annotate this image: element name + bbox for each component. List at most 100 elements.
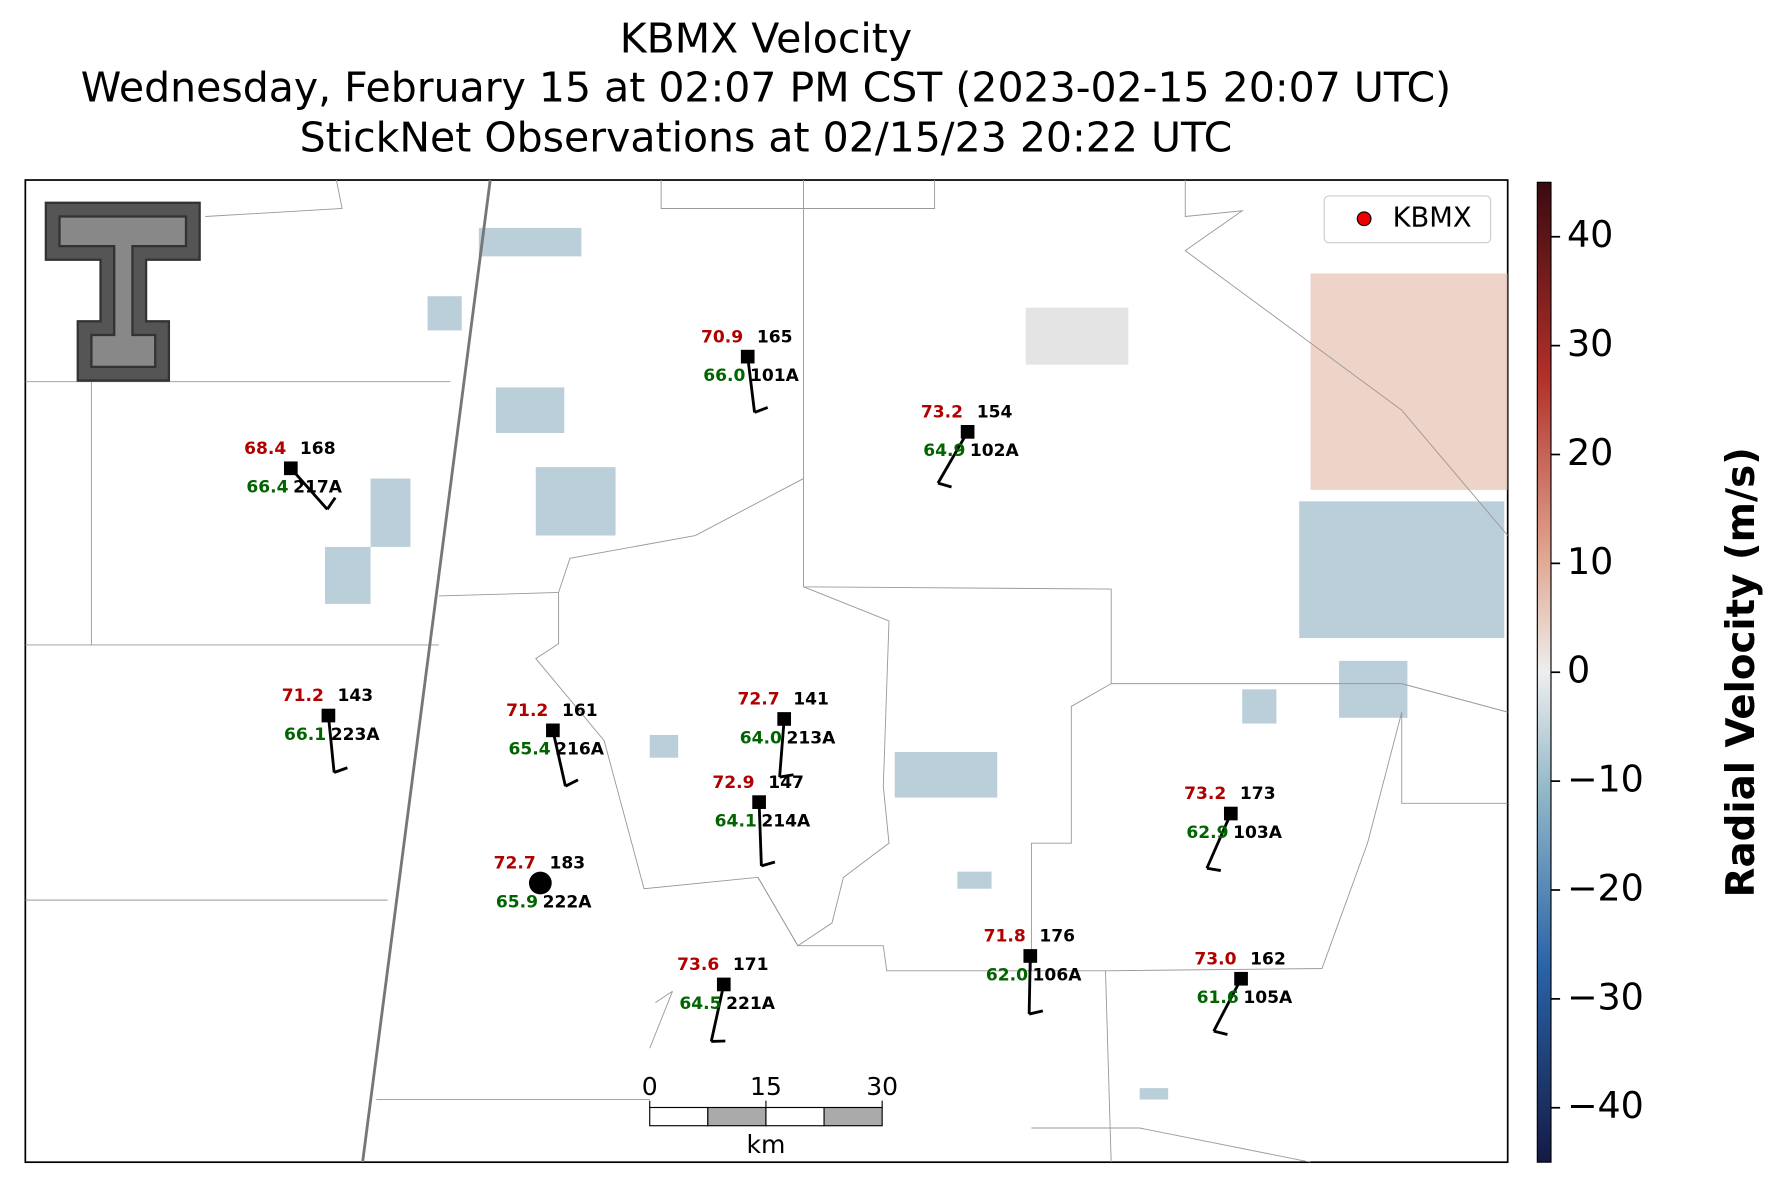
dewpoint: 64.9	[923, 441, 965, 461]
scale-segment	[707, 1106, 767, 1127]
station-number: 161	[562, 701, 598, 721]
wind-barb	[746, 356, 756, 413]
station-id: 101A	[750, 366, 800, 386]
temperature: 71.2	[282, 686, 324, 706]
station-id: 214A	[761, 812, 811, 832]
wind-barb	[754, 406, 769, 414]
temperature: 73.0	[1194, 949, 1236, 969]
title-line: Wednesday, February 15 at 02:07 PM CST (…	[81, 63, 1451, 111]
dewpoint: 66.1	[284, 725, 326, 745]
scale-unit: km	[746, 1130, 785, 1159]
temperature: 72.7	[737, 690, 779, 710]
station-number: 154	[977, 402, 1013, 422]
station-marker	[321, 708, 336, 723]
wind-barb	[779, 773, 794, 779]
station-number: 183	[549, 854, 585, 874]
colorbar-tick-label: −40	[1567, 1084, 1644, 1127]
legend-label: KBMX	[1393, 202, 1472, 233]
wind-barb	[1205, 812, 1233, 869]
station-marker	[528, 871, 552, 895]
colorbar-tick-label: 10	[1567, 540, 1613, 583]
title-line: StickNet Observations at 02/15/23 20:22 …	[300, 114, 1233, 162]
colorbar-tick-label: 30	[1567, 322, 1613, 365]
dewpoint: 62.9	[1186, 823, 1228, 843]
wind-barb	[1028, 1009, 1044, 1016]
scale-segment	[765, 1106, 825, 1127]
dewpoint: 65.9	[496, 892, 538, 912]
dewpoint: 61.6	[1197, 988, 1239, 1008]
map-area: KBMX	[24, 179, 1509, 1164]
temperature: 72.7	[494, 854, 536, 874]
dewpoint: 66.4	[246, 478, 288, 498]
station-id: 217A	[293, 478, 343, 498]
station-number: 162	[1250, 949, 1286, 969]
wind-barb	[1206, 866, 1222, 872]
station-number: 141	[793, 690, 829, 710]
wind-barb	[333, 766, 348, 774]
station-marker	[546, 723, 560, 738]
legend: KBMX	[1323, 195, 1492, 244]
station-marker	[1234, 971, 1248, 986]
station-number: 165	[757, 327, 793, 347]
wind-barb	[326, 496, 337, 511]
temperature: 73.6	[677, 955, 719, 975]
dewpoint: 64.5	[679, 994, 721, 1014]
colorbar-tick-label: 20	[1567, 431, 1613, 474]
station-id: 223A	[331, 725, 381, 745]
scale-segment	[823, 1106, 883, 1127]
temperature: 71.8	[984, 927, 1026, 947]
station-id: 221A	[726, 994, 776, 1014]
station-number: 147	[768, 773, 804, 793]
scale-tick-label: 15	[750, 1072, 782, 1101]
colorbar: Radial Velocity (m/s) −40 −30 −20 −10 0 10 20 3…	[1536, 181, 1764, 1163]
temperature: 73.2	[1184, 784, 1226, 804]
temperature: 70.9	[701, 327, 743, 347]
logo	[44, 201, 201, 382]
station-id: 105A	[1243, 988, 1293, 1008]
station-id: 216A	[555, 740, 605, 760]
scale-bar: 0 15 30 km	[642, 1072, 898, 1159]
dewpoint: 65.4	[508, 740, 550, 760]
dewpoint: 66.0	[703, 366, 745, 386]
title-line: KBMX Velocity	[620, 14, 912, 62]
station-number: 143	[338, 686, 374, 706]
wind-barb	[326, 715, 336, 773]
station-number: 168	[300, 439, 336, 459]
scale-segment	[649, 1106, 709, 1127]
station-marker	[283, 461, 298, 476]
scale-tick-label: 30	[866, 1072, 898, 1101]
temperature: 73.2	[921, 402, 963, 422]
station-number: 171	[733, 955, 769, 975]
temperature: 68.4	[244, 439, 286, 459]
colorbar-label: Radial Velocity (m/s)	[1719, 447, 1764, 897]
station-id: 106A	[1033, 965, 1083, 985]
wind-barb	[1212, 978, 1243, 1032]
colorbar-tick-label: −10	[1567, 758, 1644, 801]
scale-tick-label: 0	[642, 1072, 658, 1101]
station-marker	[716, 977, 731, 992]
radar-echoes	[324, 227, 1508, 1100]
wind-barb	[564, 778, 579, 788]
station-number: 176	[1039, 927, 1075, 947]
station-id: 102A	[970, 441, 1020, 461]
wind-barb	[757, 802, 763, 866]
colorbar-tick-label: −30	[1567, 975, 1644, 1018]
station-id: 103A	[1233, 823, 1283, 843]
station-marker	[777, 712, 792, 726]
station-marker	[752, 795, 766, 809]
wind-barb	[937, 481, 952, 489]
station-id: 222A	[543, 892, 593, 912]
station-marker	[1223, 806, 1238, 821]
station-marker	[740, 349, 755, 364]
colorbar-tick-label: 40	[1567, 213, 1613, 256]
wind-barb	[778, 718, 786, 778]
wind-barb	[1027, 955, 1032, 1015]
station-marker	[1023, 949, 1038, 963]
dewpoint: 62.0	[986, 965, 1028, 985]
wind-barb	[551, 730, 567, 787]
stations: 68.4 168 66.4 217A 70.9 165 66.0 101A 73.2 154 64.…	[244, 327, 1293, 1043]
dewpoint: 64.0	[740, 728, 782, 748]
colorbar-tick-label: −20	[1567, 866, 1644, 909]
colorbar-tick-label: 0	[1567, 649, 1590, 692]
